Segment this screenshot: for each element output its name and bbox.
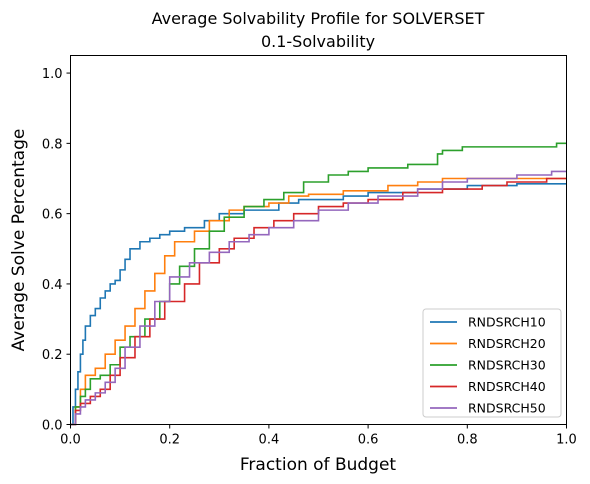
y-tick-label: 0.6 (42, 208, 63, 223)
x-tick-label: 1.0 (556, 433, 577, 448)
y-axis-label: Average Solve Percentage (9, 129, 29, 352)
series-layer (70, 142, 567, 426)
legend-label: RNDSRCH50 (468, 401, 546, 416)
y-axis: 0.0 0.2 0.4 0.6 0.8 1.0 (42, 67, 71, 434)
x-tick-label: 0.4 (259, 433, 280, 448)
legend-box (422, 308, 562, 418)
x-axis: 0.0 0.2 0.4 0.6 0.8 1.0 (60, 424, 577, 448)
x-axis-label: Fraction of Budget (240, 455, 397, 475)
series-line-rndsrch40 (70, 177, 567, 426)
y-tick-label: 0.4 (42, 278, 63, 293)
legend: RNDSRCH10 RNDSRCH20 RNDSRCH30 RNDSRCH40 RNDS… (422, 308, 562, 418)
legend-label: RNDSRCH40 (468, 379, 546, 394)
x-tick-label: 0.0 (60, 433, 81, 448)
x-tick-label: 0.6 (358, 433, 379, 448)
series-line-rndsrch50 (70, 170, 567, 426)
chart-subtitle: 0.1-Solvability (261, 32, 375, 51)
chart-title: Average Solvability Profile for SOLVERSE… (152, 9, 485, 28)
series-line-rndsrch20 (70, 177, 567, 426)
y-tick-label: 1.0 (42, 67, 63, 82)
series-line-rndsrch10 (70, 182, 567, 426)
legend-label: RNDSRCH20 (468, 336, 546, 351)
y-tick-label: 0.0 (42, 419, 63, 434)
x-tick-label: 0.8 (457, 433, 478, 448)
plot-frame (70, 55, 567, 425)
series-line-rndsrch30 (70, 142, 567, 426)
x-tick-label: 0.2 (159, 433, 180, 448)
legend-label: RNDSRCH30 (468, 358, 546, 373)
y-tick-label: 0.2 (42, 348, 63, 363)
y-tick-label: 0.8 (42, 137, 63, 152)
legend-label: RNDSRCH10 (468, 315, 546, 330)
